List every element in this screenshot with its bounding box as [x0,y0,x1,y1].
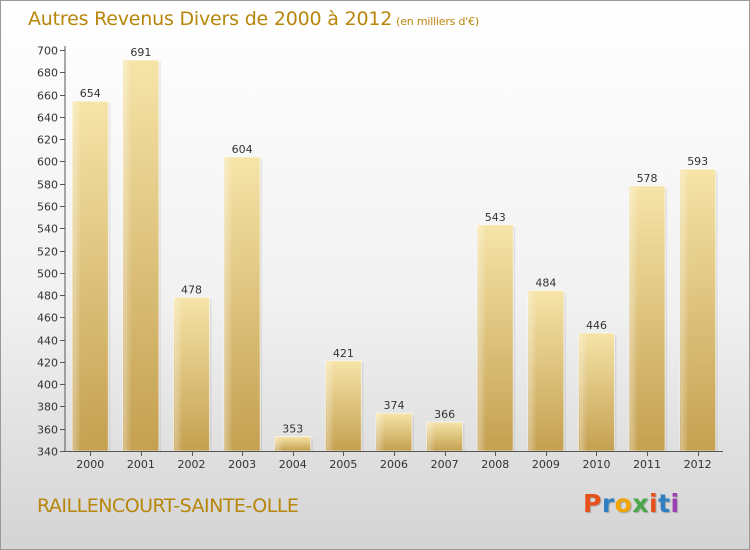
bar-value-label: 374 [384,399,405,412]
bar-highlight [427,423,436,451]
x-tick-label: 2000 [76,458,104,471]
bar-group: 593 [679,155,718,452]
bar-value-label: 543 [485,211,506,224]
y-tick-label: 440 [37,335,58,348]
bar-value-label: 484 [535,277,556,290]
logo-letter: r [601,489,615,518]
x-tick-label: 2008 [481,458,509,471]
bar-group: 353 [274,423,313,452]
bar-highlight [377,414,385,451]
y-tick-label: 640 [37,112,58,125]
bar-group: 374 [375,399,414,452]
y-tick-label: 580 [37,179,58,192]
y-tick-label: 540 [37,223,58,236]
y-tick-label: 360 [37,424,58,437]
y-axis: 340 360 380 400 420 440 460 480 500 520 540 560 580 6… [37,45,66,459]
y-tick-label: 460 [37,312,58,325]
x-axis: 2000 2001 2002 2003 2004 2005 2006 2007 2008 2009… [65,451,723,471]
place-name: RAILLENCOURT-SAINTE-OLLE [37,495,299,517]
x-tick-label: 2011 [633,458,661,471]
x-tick-label: 2007 [431,458,459,471]
bar-group: 654 [71,87,111,452]
bar-value-label: 446 [586,319,607,332]
bar-highlight [326,361,335,451]
bar-highlight [680,170,689,452]
y-tick-label: 400 [37,379,58,392]
y-tick-label: 380 [37,401,58,414]
bar-highlight [579,333,588,451]
proxiti-logo: Proxiti [583,489,680,518]
bar-highlight [225,157,234,451]
bar-highlight [528,291,537,451]
bar-value-label: 421 [333,347,354,360]
bar-value-label: 604 [232,143,253,156]
bar-value-label: 654 [80,87,101,100]
bar-highlight [275,437,284,451]
bar-highlight [174,298,183,451]
x-tick-label: 2006 [380,458,408,471]
bars: 654 691 478 604 353 421 374 366 543 484 446 578 593 [71,46,718,452]
logo-letter: x [632,489,649,518]
chart-title-text: Autres Revenus Divers de 2000 à 2012 [28,8,393,30]
y-tick-label: 480 [37,290,58,303]
y-tick-label: 600 [37,156,58,169]
y-tick-label: 620 [37,134,58,147]
bar-group: 543 [476,211,516,452]
y-tick-label: 500 [37,268,58,281]
x-tick-label: 2010 [582,458,610,471]
x-tick-label: 2004 [279,458,307,471]
y-tick-label: 700 [37,45,58,58]
logo-letter: o [614,489,633,518]
chart-subtitle: (en milliers d'€) [396,15,480,28]
bar-highlight [123,61,132,452]
bar-highlight [478,225,487,451]
y-tick-label: 420 [37,357,58,370]
x-tick-label: 2001 [127,458,155,471]
x-tick-label: 2009 [532,458,560,471]
bar-group: 478 [173,283,212,452]
x-tick-label: 2003 [228,458,256,471]
bar-value-label: 691 [130,46,151,59]
bar-group: 421 [324,347,364,452]
bar-group: 578 [628,172,668,452]
logo-letter: P [583,489,602,518]
y-tick-label: 520 [37,246,58,259]
bar-highlight [73,102,82,451]
bar-value-label: 478 [181,283,202,296]
bar-highlight [630,186,639,451]
y-tick-label: 560 [37,201,58,214]
y-tick-label: 680 [37,67,58,80]
bar-value-label: 366 [434,408,455,421]
bar-value-label: 578 [637,172,658,185]
y-tick-label: 660 [37,90,58,103]
chart-title: Autres Revenus Divers de 2000 à 2012 (en … [28,8,479,30]
x-tick-label: 2002 [178,458,206,471]
x-tick-label: 2012 [684,458,712,471]
bar-group: 691 [122,46,161,452]
logo-letter: t [658,489,671,518]
logo-letter: i [670,489,680,518]
bar-value-label: 353 [282,423,303,436]
y-tick-label: 340 [37,446,58,459]
x-tick-label: 2005 [329,458,357,471]
bar-group: 446 [577,319,617,452]
bar-group: 484 [527,277,566,452]
logo-letter: i [649,489,659,518]
bar-group: 604 [223,143,263,452]
bar-value-label: 593 [687,155,708,168]
bar-group: 366 [426,408,465,452]
